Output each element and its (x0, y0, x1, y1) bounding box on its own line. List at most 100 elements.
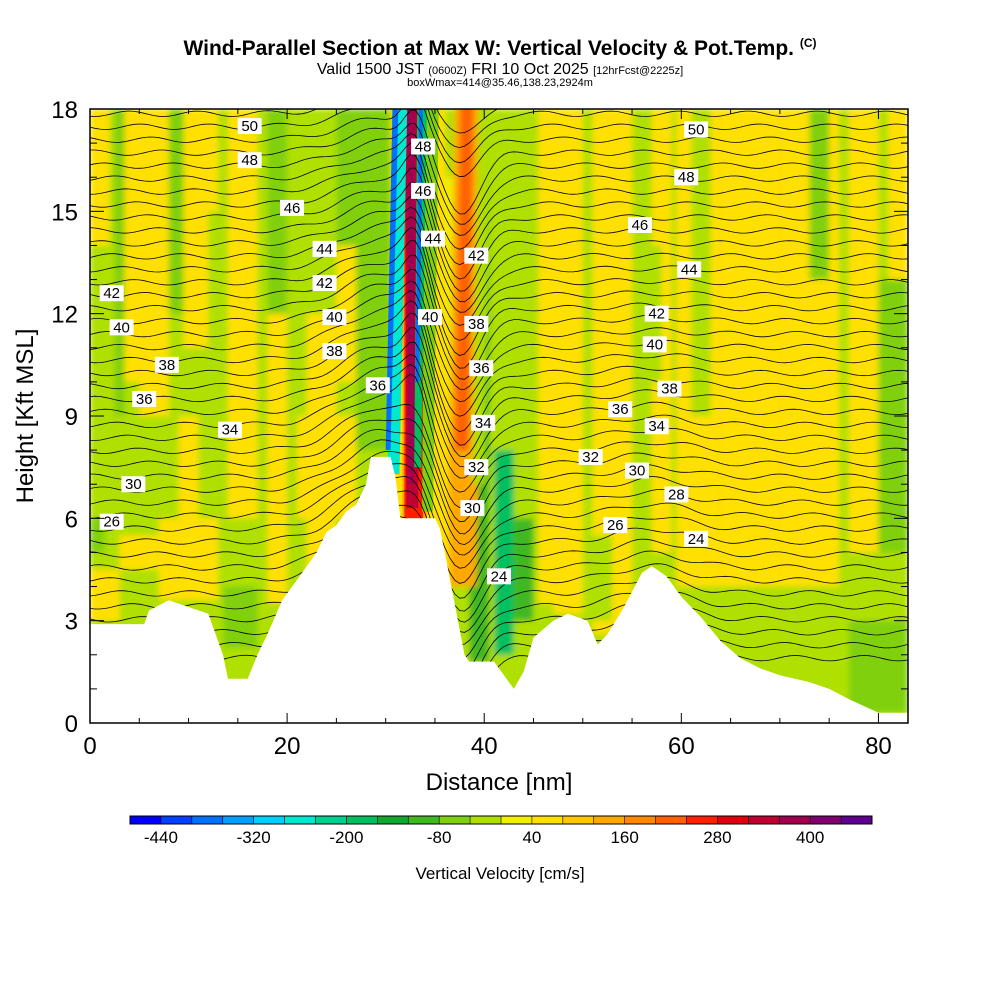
colorbar-swatch (408, 816, 440, 824)
svg-text:42: 42 (648, 306, 665, 323)
colorbar-swatch (160, 816, 193, 824)
svg-text:24: 24 (491, 568, 508, 585)
theta-contour-line (90, 216, 908, 326)
copyright-mark: (C) (799, 36, 817, 50)
svg-text:50: 50 (688, 121, 705, 138)
svg-text:46: 46 (632, 217, 649, 234)
contour-label: 46 (627, 216, 652, 234)
theta-contour-line (90, 268, 908, 380)
svg-text:34: 34 (222, 422, 239, 439)
svg-text:42: 42 (468, 248, 485, 265)
svg-text:40: 40 (646, 336, 663, 353)
colorbar-tick-label: 40 (522, 828, 541, 847)
theta-contour-line (90, 133, 908, 236)
theta-contour-line (90, 535, 908, 645)
colorbar-swatch (810, 816, 842, 824)
colorbar-tick-label: -320 (237, 828, 271, 847)
colorbar-swatch (841, 816, 873, 824)
contour-label: 26 (99, 513, 124, 531)
svg-text:42: 42 (103, 285, 120, 302)
colorbar-swatch (222, 816, 254, 824)
theta-contour-line (90, 522, 908, 633)
svg-text:48: 48 (415, 139, 432, 156)
svg-text:38: 38 (326, 343, 343, 360)
valid-time: Valid 1500 JST (316, 61, 424, 78)
svg-text:36: 36 (136, 391, 153, 408)
theta-contour-line (90, 429, 908, 535)
svg-text:30: 30 (464, 500, 481, 517)
svg-text:36: 36 (473, 360, 490, 377)
svg-text:46: 46 (415, 183, 432, 200)
contour-label: 38 (464, 315, 489, 333)
valid-date: FRI 10 Oct 2025 (471, 61, 589, 78)
terrain-shape (90, 456, 908, 723)
contour-label: 48 (237, 152, 262, 169)
y-tick-label: 12 (51, 302, 78, 329)
svg-text:26: 26 (607, 517, 624, 534)
colorbar-swatch (439, 816, 471, 824)
colorbar-swatch (624, 816, 656, 824)
svg-text:40: 40 (326, 309, 343, 326)
svg-text:46: 46 (284, 200, 301, 217)
contour-label: 46 (280, 199, 305, 217)
terrain-mask (90, 456, 908, 723)
contour-label: 24 (487, 568, 511, 585)
contour-label: 42 (99, 285, 124, 302)
contour-label: 42 (644, 305, 669, 323)
contour-label: 48 (674, 169, 699, 186)
svg-text:44: 44 (316, 241, 333, 258)
colorbar-tick-label: 280 (703, 828, 731, 847)
theta-contour-line (90, 109, 908, 148)
theta-contour-line (90, 595, 908, 711)
colorbar-swatch (377, 816, 409, 824)
theta-contour-line (90, 502, 908, 612)
colorbar-tick-label: -80 (427, 828, 452, 847)
svg-text:36: 36 (612, 401, 629, 418)
theta-contour-line (90, 418, 908, 523)
colorbar-swatch (470, 816, 502, 824)
x-axis-label: Distance [nm] (426, 769, 573, 796)
contour-label: 38 (657, 380, 682, 398)
theta-contour-line (90, 154, 908, 266)
contour-label: 34 (217, 421, 242, 439)
svg-text:44: 44 (681, 261, 698, 278)
theta-contour-line (90, 280, 908, 390)
chart-subtitle: Valid 1500 JST (0600Z) FRI 10 Oct 2025 [… (0, 61, 1000, 79)
svg-text:44: 44 (425, 231, 442, 248)
svg-text:28: 28 (668, 486, 685, 503)
theta-contour-line (90, 439, 908, 546)
theta-contour-line (90, 182, 908, 292)
contour-label: 40 (322, 309, 347, 326)
y-tick-label: 15 (51, 199, 78, 226)
svg-text:40: 40 (113, 319, 130, 336)
contour-label: 44 (677, 261, 702, 278)
colorbar-swatch (686, 816, 718, 824)
theta-contour-line (90, 109, 908, 215)
contour-label: 40 (109, 319, 134, 336)
theta-contour-line (90, 341, 908, 458)
theta-contour-line (90, 290, 908, 403)
contour-label: 32 (464, 459, 489, 476)
colorbar-tick-label: -440 (144, 828, 178, 847)
colorbar-swatch (501, 816, 533, 824)
y-tick-label: 18 (51, 97, 78, 124)
x-tick-label: 20 (274, 733, 301, 760)
svg-text:24: 24 (688, 531, 705, 548)
theta-contour-line (90, 476, 908, 584)
svg-text:38: 38 (159, 357, 176, 374)
contour-label: 34 (471, 414, 496, 432)
svg-text:38: 38 (661, 381, 678, 398)
chart-title: Wind-Parallel Section at Max W: Vertical… (0, 36, 1000, 61)
colorbar-swatch (593, 816, 625, 824)
svg-text:38: 38 (468, 316, 485, 333)
theta-contours (90, 109, 908, 711)
svg-text:48: 48 (678, 169, 695, 186)
colorbar-swatch (531, 816, 564, 824)
contour-label: 30 (121, 476, 146, 493)
contour-label: 30 (460, 500, 485, 517)
colorbar-tick-label: 400 (796, 828, 824, 847)
colorbar-swatch (346, 816, 378, 824)
theta-contour-line (90, 451, 908, 556)
theta-contour-line (90, 109, 908, 164)
